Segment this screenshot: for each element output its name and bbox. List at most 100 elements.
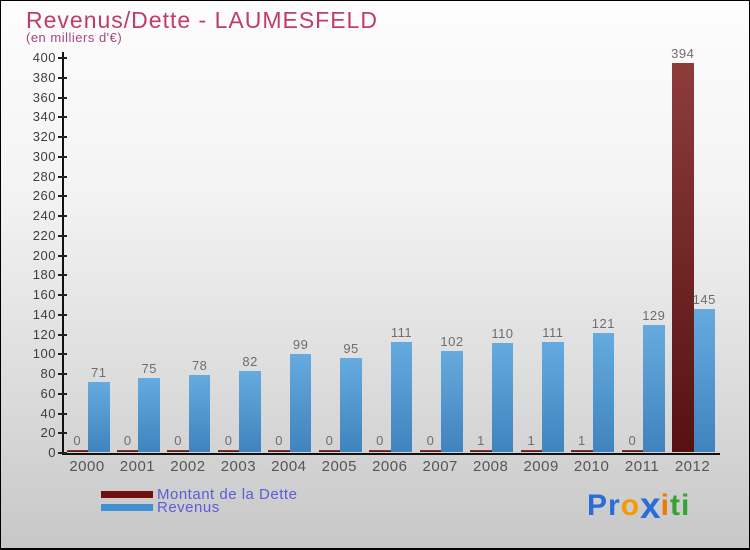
y-axis-label: 160 xyxy=(32,287,56,302)
bar-revenus-2003 xyxy=(239,371,261,452)
bar-value-revenus-2001: 75 xyxy=(141,360,157,376)
x-axis-label-2001: 2001 xyxy=(119,458,156,475)
bar-revenus-2000 xyxy=(88,381,110,452)
y-tick xyxy=(58,136,67,138)
bar-value-revenus-2011: 129 xyxy=(642,307,666,323)
bar-dette-2001 xyxy=(116,450,139,452)
bar-value-revenus-2002: 78 xyxy=(191,357,208,373)
bar-value-dette-2010: 1 xyxy=(577,433,586,448)
x-axis-label-2007: 2007 xyxy=(422,458,458,475)
y-axis-label: 140 xyxy=(32,306,56,322)
logo-letter-P: P xyxy=(587,489,609,522)
y-tick xyxy=(58,116,67,119)
y-tick xyxy=(58,215,67,217)
y-tick xyxy=(58,76,67,79)
bar-value-revenus-2009: 111 xyxy=(542,325,564,341)
bar-value-revenus-2004: 99 xyxy=(292,337,309,353)
y-axis-label: 320 xyxy=(32,129,56,144)
bar-value-revenus-2010: 121 xyxy=(591,315,615,331)
bar-revenus-2002 xyxy=(188,374,211,452)
y-tick xyxy=(58,155,67,158)
y-axis-label: 400 xyxy=(32,50,56,65)
y-tick xyxy=(58,333,67,336)
y-tick xyxy=(58,57,67,59)
x-axis-label-2012: 2012 xyxy=(674,458,711,475)
legend-label-revenus: Revenus xyxy=(157,499,220,516)
bar-value-revenus-2003: 82 xyxy=(242,354,258,370)
bar-value-revenus-2008: 110 xyxy=(491,326,514,342)
bar-dette-2010 xyxy=(571,450,593,452)
proxiti-logo: Proxiti xyxy=(587,485,690,527)
bar-dette-2009 xyxy=(520,450,543,452)
y-tick xyxy=(58,96,67,99)
x-axis-label-2005: 2005 xyxy=(321,458,357,475)
bar-dette-2011 xyxy=(621,450,644,452)
logo-letter-i: i xyxy=(680,489,691,522)
y-tick xyxy=(58,353,67,356)
y-tick xyxy=(58,432,67,435)
chart-subtitle: (en milliers d'€) xyxy=(26,30,123,45)
y-axis-label: 200 xyxy=(32,247,56,263)
logo-letter-x: x xyxy=(640,485,661,526)
y-axis-label: 260 xyxy=(32,188,56,204)
bar-revenus-2009 xyxy=(542,342,564,452)
x-axis-label-2009: 2009 xyxy=(523,458,559,475)
logo-letter-o: o xyxy=(620,489,641,522)
bar-revenus-2001 xyxy=(138,377,160,452)
bar-value-dette-2000: 0 xyxy=(73,433,82,448)
bar-value-dette-2003: 0 xyxy=(224,433,233,448)
y-axis-label: 40 xyxy=(40,405,56,421)
bar-value-revenus-2007: 102 xyxy=(440,334,464,350)
logo-letter-t: t xyxy=(669,489,681,522)
y-tick xyxy=(58,452,67,454)
x-axis-label-2008: 2008 xyxy=(473,458,509,475)
y-tick xyxy=(58,412,67,415)
y-axis-label: 220 xyxy=(32,227,56,243)
x-axis-label-2010: 2010 xyxy=(573,458,610,475)
y-tick xyxy=(58,175,67,178)
chart-title: Revenus/Dette - LAUMESFELD xyxy=(26,7,378,33)
y-tick xyxy=(58,195,67,198)
x-axis-label-2006: 2006 xyxy=(372,458,408,475)
y-axis-label: 280 xyxy=(32,168,56,184)
bar-revenus-2005 xyxy=(340,358,362,452)
bar-value-dette-2005: 0 xyxy=(325,433,334,448)
bar-dette-2007 xyxy=(419,450,442,452)
y-tick xyxy=(58,274,67,277)
bar-value-dette-2004: 0 xyxy=(275,433,283,448)
legend-swatch-revenus xyxy=(101,504,153,511)
x-axis-label-2002: 2002 xyxy=(170,458,206,475)
y-tick xyxy=(58,234,67,237)
bar-revenus-2010 xyxy=(592,332,615,452)
logo-letter-i: i xyxy=(660,489,670,522)
legend-swatch-dette xyxy=(101,491,153,498)
x-axis-label-2004: 2004 xyxy=(271,458,307,475)
y-tick xyxy=(58,254,67,257)
y-axis-line xyxy=(62,52,64,455)
y-axis-label: 0 xyxy=(48,445,56,460)
y-axis-label: 100 xyxy=(32,346,56,362)
bar-value-dette-2007: 0 xyxy=(426,433,435,448)
x-axis-line xyxy=(62,453,720,455)
bar-dette-2012 xyxy=(672,62,694,452)
x-axis-label-2000: 2000 xyxy=(69,458,105,475)
bar-dette-2006 xyxy=(369,450,391,452)
y-axis-label: 180 xyxy=(32,267,56,283)
y-axis-label: 60 xyxy=(40,385,56,401)
y-axis-label: 20 xyxy=(40,425,56,441)
bar-value-dette-2009: 1 xyxy=(527,433,536,448)
bar-value-dette-2002: 0 xyxy=(174,433,183,448)
x-axis-label-2011: 2011 xyxy=(624,458,660,475)
y-tick xyxy=(58,392,67,395)
bar-value-revenus-2005: 95 xyxy=(343,341,359,357)
y-tick xyxy=(58,373,67,375)
bar-dette-2008 xyxy=(470,450,492,452)
logo-letter-r: r xyxy=(608,489,621,522)
y-axis-label: 80 xyxy=(40,366,56,381)
bar-revenus-2011 xyxy=(643,324,665,452)
bar-value-revenus-2000: 71 xyxy=(91,364,107,380)
y-axis-label: 380 xyxy=(32,69,56,85)
bar-value-dette-2008: 1 xyxy=(477,433,485,448)
